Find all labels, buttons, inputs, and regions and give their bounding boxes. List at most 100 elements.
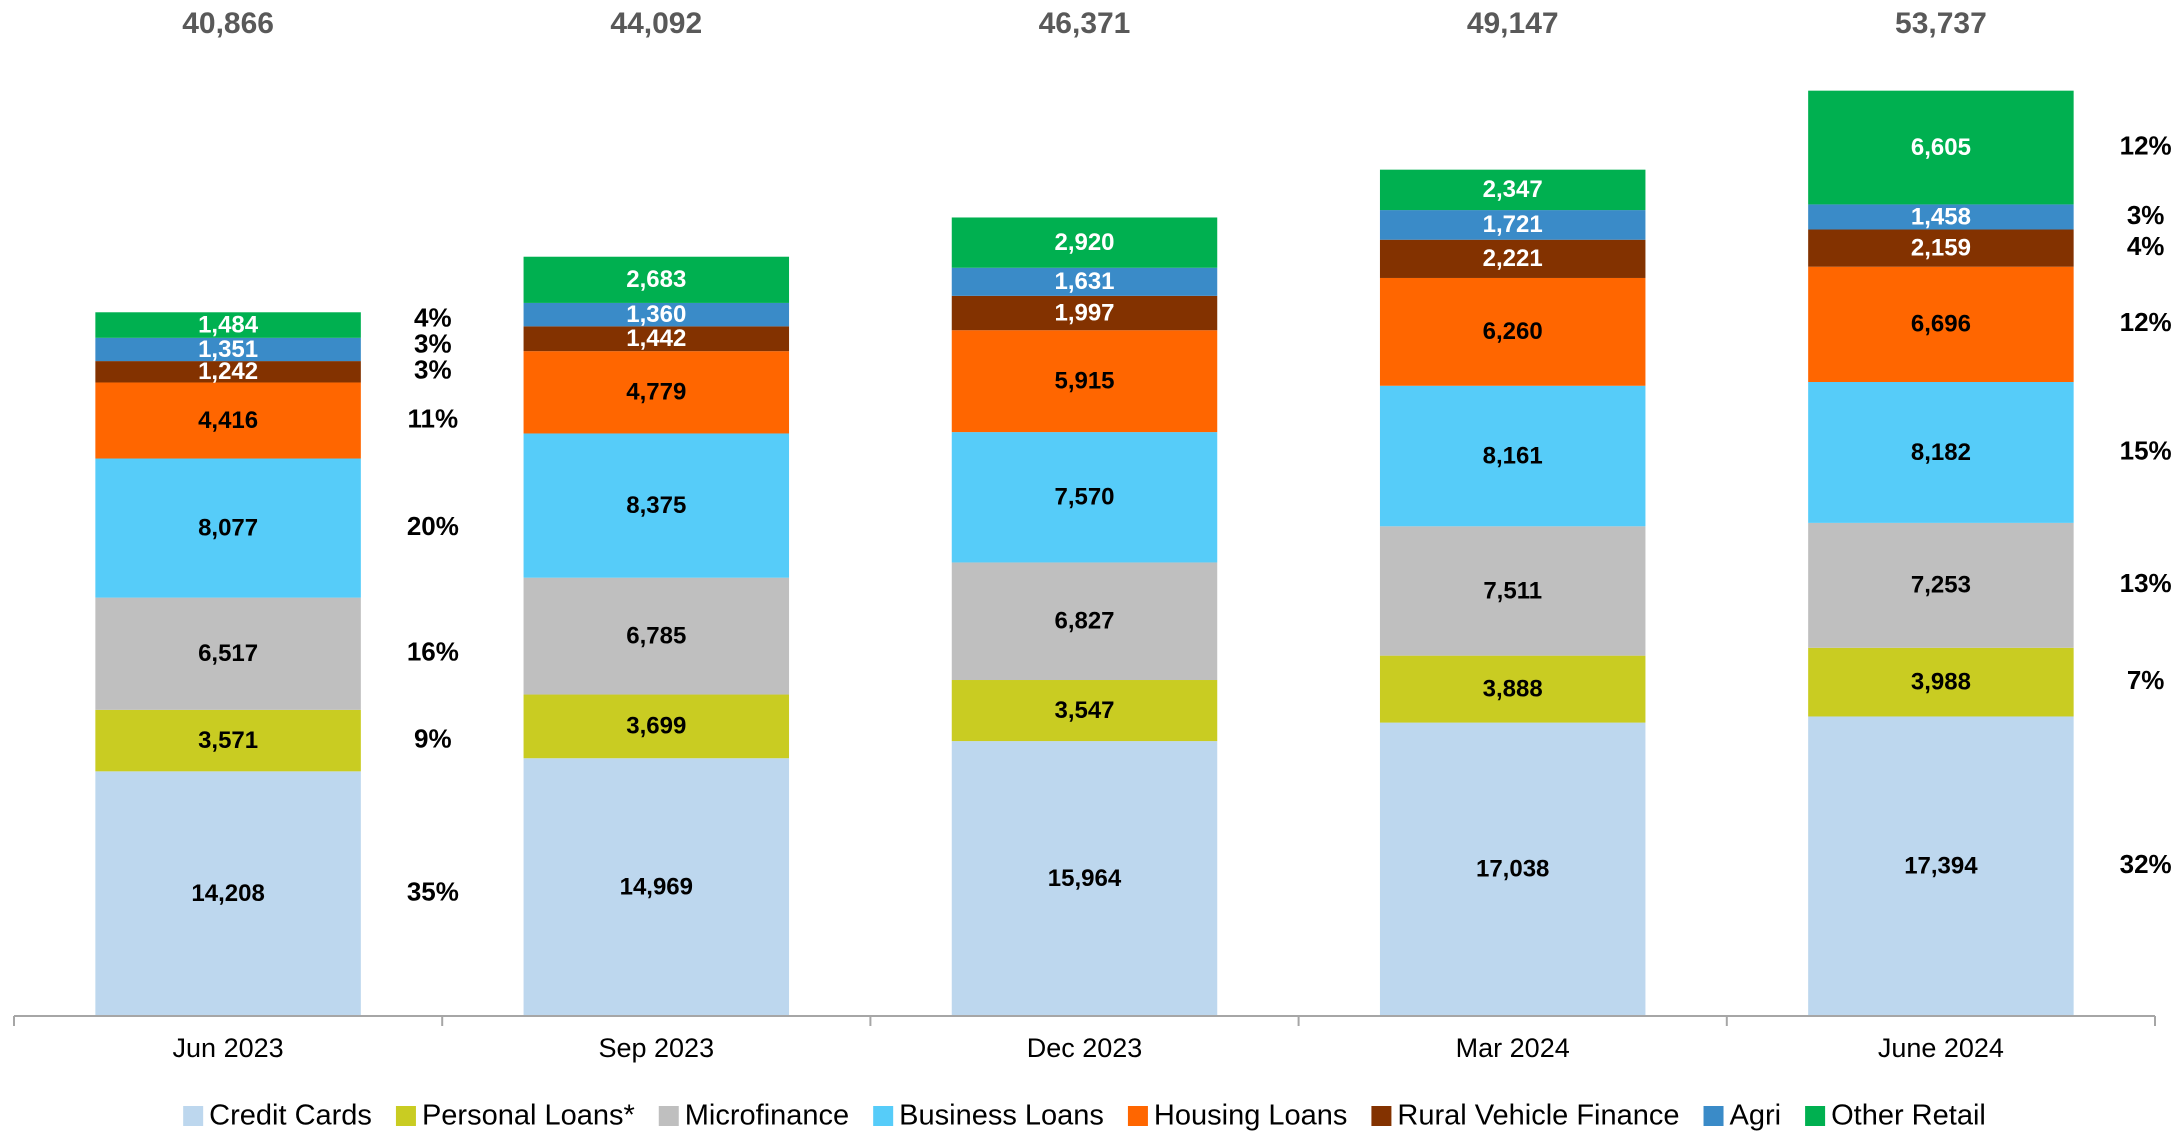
bar-segment	[951, 295, 1218, 331]
bar-segment	[95, 458, 361, 598]
legend-label: Credit Cards	[209, 1100, 372, 1132]
bar-segment	[95, 597, 361, 710]
bar-segment	[1379, 526, 1646, 656]
value-label: 6,785	[626, 622, 686, 649]
bar-segment	[951, 432, 1218, 563]
value-label: 6,517	[198, 640, 258, 667]
value-label: 8,182	[1911, 439, 1971, 466]
bar-segment	[1808, 266, 2074, 382]
value-label: 2,221	[1483, 245, 1543, 272]
value-label: 14,969	[620, 873, 693, 900]
value-label: 2,920	[1054, 229, 1114, 256]
value-label: 1,242	[198, 358, 258, 385]
bar-segment	[1379, 210, 1646, 240]
bar-segment	[1379, 385, 1646, 527]
value-label: 1,997	[1054, 299, 1114, 326]
bar-segment	[523, 694, 790, 759]
bar-segment	[95, 709, 361, 772]
value-label: 17,394	[1904, 853, 1978, 880]
bar-segment	[1379, 169, 1646, 211]
bar-segment	[1808, 204, 2074, 230]
bar-segment	[523, 302, 790, 327]
value-label: 3,571	[198, 727, 258, 754]
share-label: 3%	[2127, 200, 2165, 230]
bar-segment	[523, 351, 790, 434]
value-label: 3,988	[1911, 668, 1971, 695]
bar-segment	[951, 562, 1218, 681]
bar-segment	[523, 256, 790, 303]
total-label: 49,147	[1467, 7, 1559, 40]
x-tick-label: Jun 2023	[173, 1033, 284, 1063]
bar-segment	[1808, 522, 2074, 648]
value-label: 8,375	[626, 492, 686, 519]
share-label: 7%	[2127, 665, 2165, 695]
value-label: 4,416	[198, 407, 258, 434]
value-label: 1,458	[1911, 203, 1971, 230]
share-label: 12%	[2120, 307, 2172, 337]
legend-marker	[183, 1106, 204, 1126]
value-label: 2,683	[626, 266, 686, 293]
bar-segment	[523, 577, 790, 695]
total-label: 53,737	[1895, 7, 1987, 40]
legend: Credit Cards Personal Loans* Microfinance B…	[183, 1100, 1986, 1132]
value-label: 3,547	[1054, 697, 1114, 724]
legend-marker	[1805, 1106, 1826, 1126]
value-label: 1,351	[198, 336, 258, 363]
value-label: 14,208	[191, 880, 264, 907]
share-label: 20%	[407, 511, 459, 541]
bar-segment	[951, 680, 1218, 742]
bar-segment	[1808, 229, 2074, 267]
legend-marker	[658, 1106, 679, 1126]
value-label: 3,699	[626, 713, 686, 740]
x-tick-label: Mar 2024	[1456, 1033, 1570, 1063]
legend-label: Microfinance	[685, 1100, 849, 1132]
bar-segment	[1808, 90, 2074, 205]
total-label: 46,371	[1039, 7, 1131, 40]
value-label: 7,511	[1483, 577, 1542, 604]
value-label: 6,696	[1911, 311, 1971, 338]
value-label: 1,442	[626, 325, 686, 352]
share-label: 3%	[414, 329, 452, 359]
legend-label: Other Retail	[1831, 1100, 1986, 1132]
bar-segment	[523, 758, 790, 1016]
bar-segment	[1808, 716, 2074, 1016]
bar-segment	[1379, 655, 1646, 723]
value-label: 6,827	[1054, 608, 1114, 635]
legend-label: Rural Vehicle Finance	[1397, 1100, 1679, 1132]
x-tick-label: Dec 2023	[1027, 1033, 1143, 1063]
legend-marker	[1371, 1106, 1392, 1126]
share-label: 15%	[2120, 435, 2172, 465]
share-label: 12%	[2120, 130, 2172, 160]
bar-segment	[951, 217, 1218, 268]
value-label: 1,360	[626, 301, 686, 328]
value-label: 6,605	[1911, 134, 1971, 161]
bar-segment	[1379, 239, 1646, 278]
value-label: 6,260	[1483, 318, 1543, 345]
value-label: 2,159	[1911, 234, 1971, 261]
value-label: 15,964	[1048, 865, 1122, 892]
legend-marker	[1127, 1106, 1148, 1126]
legend-label: Housing Loans	[1154, 1100, 1347, 1132]
bar-segment	[1379, 722, 1646, 1016]
bar-segment	[523, 433, 790, 578]
share-label: 13%	[2120, 568, 2172, 598]
bar-segment	[95, 337, 361, 362]
value-label: 8,161	[1483, 442, 1543, 469]
share-label: 4%	[414, 303, 452, 333]
legend-label: Personal Loans*	[422, 1100, 635, 1132]
value-label: 1,721	[1483, 211, 1543, 238]
bar-segment	[951, 741, 1218, 1016]
share-label: 35%	[407, 877, 459, 907]
share-label: 11%	[408, 403, 459, 433]
legend-marker	[873, 1106, 894, 1126]
total-label: 44,092	[610, 7, 702, 40]
share-label: 3%	[414, 355, 452, 385]
share-label: 16%	[407, 637, 459, 667]
value-label: 2,347	[1483, 176, 1543, 203]
legend-marker	[395, 1106, 416, 1126]
bar-segment	[1808, 647, 2074, 717]
bar-segment	[951, 267, 1218, 296]
bar-segment	[951, 330, 1218, 433]
